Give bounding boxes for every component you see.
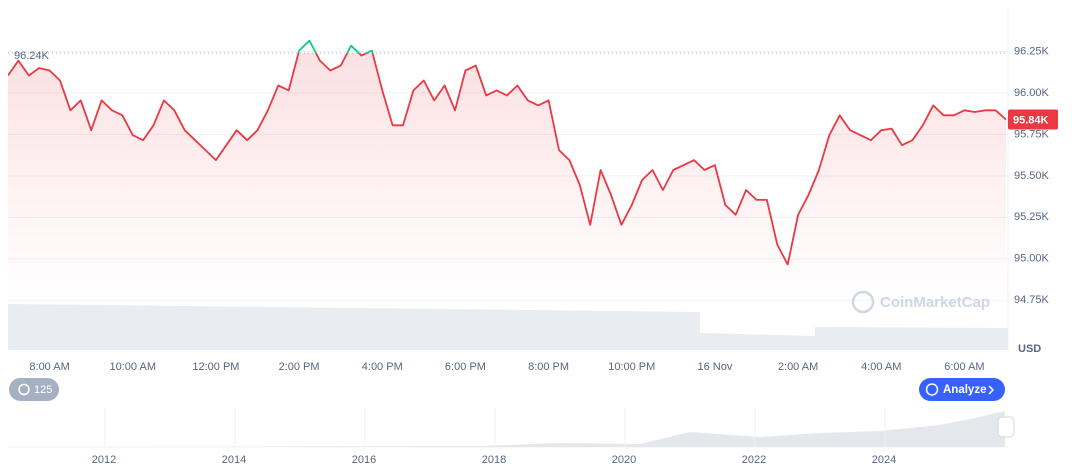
badge-text: 125 bbox=[34, 384, 52, 396]
x-tick-label: 2:00 AM bbox=[778, 361, 818, 373]
y-tick-label: 94.75K bbox=[1014, 294, 1050, 306]
x-tick-label: 8:00 AM bbox=[29, 361, 69, 373]
x-tick-label: 12:00 PM bbox=[192, 361, 239, 373]
y-tick-label: 95.25K bbox=[1014, 211, 1050, 223]
navigator-handle[interactable] bbox=[997, 416, 1015, 438]
navigator-year: 2014 bbox=[222, 454, 246, 466]
navigator-year: 2022 bbox=[742, 454, 766, 466]
volume-area bbox=[8, 304, 1008, 350]
reference-label: 96.24K bbox=[14, 50, 50, 62]
navigator: 2012 2014 2016 2018 2020 2022 2024 bbox=[8, 408, 1015, 466]
y-tick-label: 96.00K bbox=[1014, 87, 1050, 99]
analyze-bg bbox=[919, 378, 1005, 401]
navigator-year: 2018 bbox=[482, 454, 506, 466]
navigator-year: 2024 bbox=[872, 454, 896, 466]
x-tick-label: 10:00 AM bbox=[110, 361, 156, 373]
navigator-year: 2016 bbox=[352, 454, 376, 466]
x-tick-label: 4:00 PM bbox=[362, 361, 403, 373]
badge-bg bbox=[9, 378, 59, 401]
currency-label: USD bbox=[1018, 343, 1041, 355]
navigator-year: 2020 bbox=[612, 454, 636, 466]
plot bbox=[8, 39, 1007, 300]
navigator-year: 2012 bbox=[92, 454, 116, 466]
x-tick-label: 10:00 PM bbox=[608, 361, 655, 373]
current-price-label: 95.84K bbox=[1013, 114, 1049, 126]
x-tick-label: 4:00 AM bbox=[861, 361, 901, 373]
y-tick-label: 95.75K bbox=[1014, 128, 1050, 140]
y-tick-label: 95.00K bbox=[1014, 253, 1050, 265]
x-tick-label: 6:00 PM bbox=[445, 361, 486, 373]
x-tick-label: 2:00 PM bbox=[279, 361, 320, 373]
analyze-button[interactable]: Analyze bbox=[919, 378, 1005, 401]
x-tick-label: 16 Nov bbox=[697, 361, 732, 373]
price-line bbox=[8, 53, 1007, 266]
navigator-area bbox=[8, 411, 1005, 447]
count-badge[interactable]: 125 bbox=[9, 378, 59, 401]
current-price-badge bbox=[1008, 109, 1058, 130]
analyze-icon bbox=[925, 383, 939, 396]
x-tick-label: 8:00 PM bbox=[528, 361, 569, 373]
y-tick-label: 95.50K bbox=[1014, 170, 1050, 182]
badge-icon bbox=[18, 383, 30, 396]
x-tick-label: 6:00 AM bbox=[944, 361, 984, 373]
analyze-text: Analyze bbox=[943, 384, 986, 396]
y-tick-label: 96.25K bbox=[1014, 45, 1050, 57]
analyze-chevron bbox=[988, 385, 995, 395]
area-fill bbox=[8, 53, 1006, 300]
